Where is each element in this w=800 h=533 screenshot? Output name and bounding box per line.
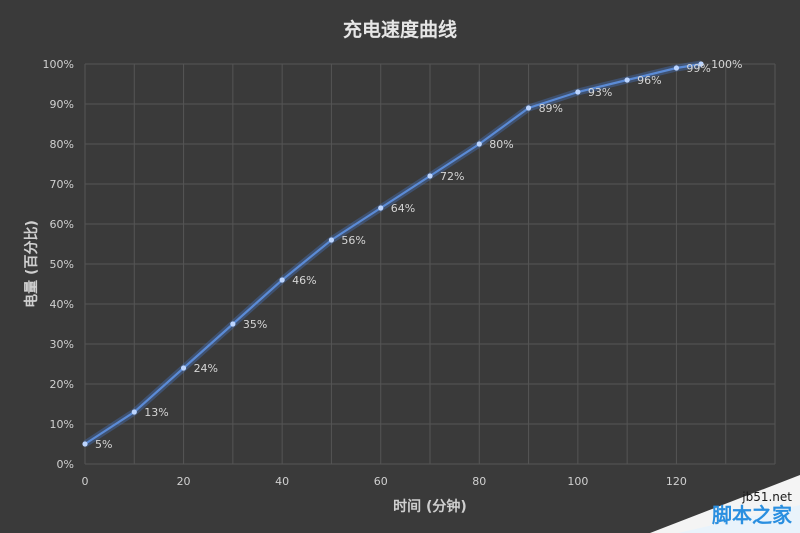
data-point [525, 105, 532, 111]
y-tick-label: 100% [43, 58, 74, 71]
x-tick-label: 0 [82, 475, 89, 488]
y-tick-label: 40% [50, 298, 74, 311]
data-point [328, 237, 335, 243]
chart-title: 充电速度曲线 [343, 18, 457, 41]
y-tick-label: 70% [50, 178, 74, 191]
data-point [698, 61, 704, 67]
x-tick-label: 100 [567, 475, 588, 488]
data-label: 56% [341, 234, 365, 247]
data-label: 35% [243, 318, 267, 331]
y-tick-label: 90% [50, 98, 74, 111]
data-point [279, 277, 285, 283]
data-label: 96% [637, 74, 661, 87]
data-label: 64% [391, 202, 415, 215]
watermark: jb51.net 脚本之家 [650, 463, 800, 533]
x-tick-label: 120 [666, 475, 687, 488]
data-point [476, 141, 482, 147]
y-tick-label: 30% [50, 338, 74, 351]
y-tick-label: 50% [50, 258, 74, 271]
series-line-glow [83, 60, 702, 447]
x-tick-label: 20 [177, 475, 191, 488]
x-tick-label: 80 [472, 475, 486, 488]
data-label: 13% [144, 406, 168, 419]
y-tick-label: 60% [50, 218, 74, 231]
series-layer [82, 60, 704, 447]
x-axis-title: 时间 (分钟) [393, 498, 467, 515]
data-label: 99% [686, 62, 710, 75]
data-point [131, 409, 137, 415]
data-label: 46% [292, 274, 316, 287]
data-label: 72% [440, 170, 464, 183]
data-label: 24% [194, 362, 218, 375]
x-tick-label: 40 [275, 475, 289, 488]
series-line [84, 62, 702, 445]
y-tick-label: 0% [57, 458, 74, 471]
y-tick-label: 80% [50, 138, 74, 151]
data-point [673, 65, 680, 71]
data-point [427, 173, 433, 179]
watermark-name: 脚本之家 [712, 503, 792, 527]
watermark-url: jb51.net [742, 490, 792, 504]
data-point [575, 89, 581, 95]
data-label: 5% [95, 438, 112, 451]
data-point [180, 365, 187, 371]
data-point [378, 205, 384, 211]
y-tick-label: 20% [50, 378, 74, 391]
y-axis-title: 电量 (百分比) [23, 220, 40, 308]
data-label: 93% [588, 86, 612, 99]
x-tick-label: 60 [374, 475, 388, 488]
data-label: 89% [539, 102, 563, 115]
data-point [230, 321, 236, 327]
grid [84, 63, 776, 465]
data-labels: 5% 13% 24% 35% 46% 56% 64% 72% 80% 89% 93% 96% 99% 10… [95, 58, 743, 451]
y-tick-label: 10% [50, 418, 74, 431]
watermark-banner-icon [650, 475, 800, 533]
axes: 0% 10% 20% 30% 40% 50% 60% 70% 80% 90% 100% 0 20 40 60… [43, 58, 687, 488]
data-point [624, 77, 630, 83]
data-point [82, 441, 88, 447]
data-label: 80% [489, 138, 513, 151]
data-label: 100% [711, 58, 742, 71]
